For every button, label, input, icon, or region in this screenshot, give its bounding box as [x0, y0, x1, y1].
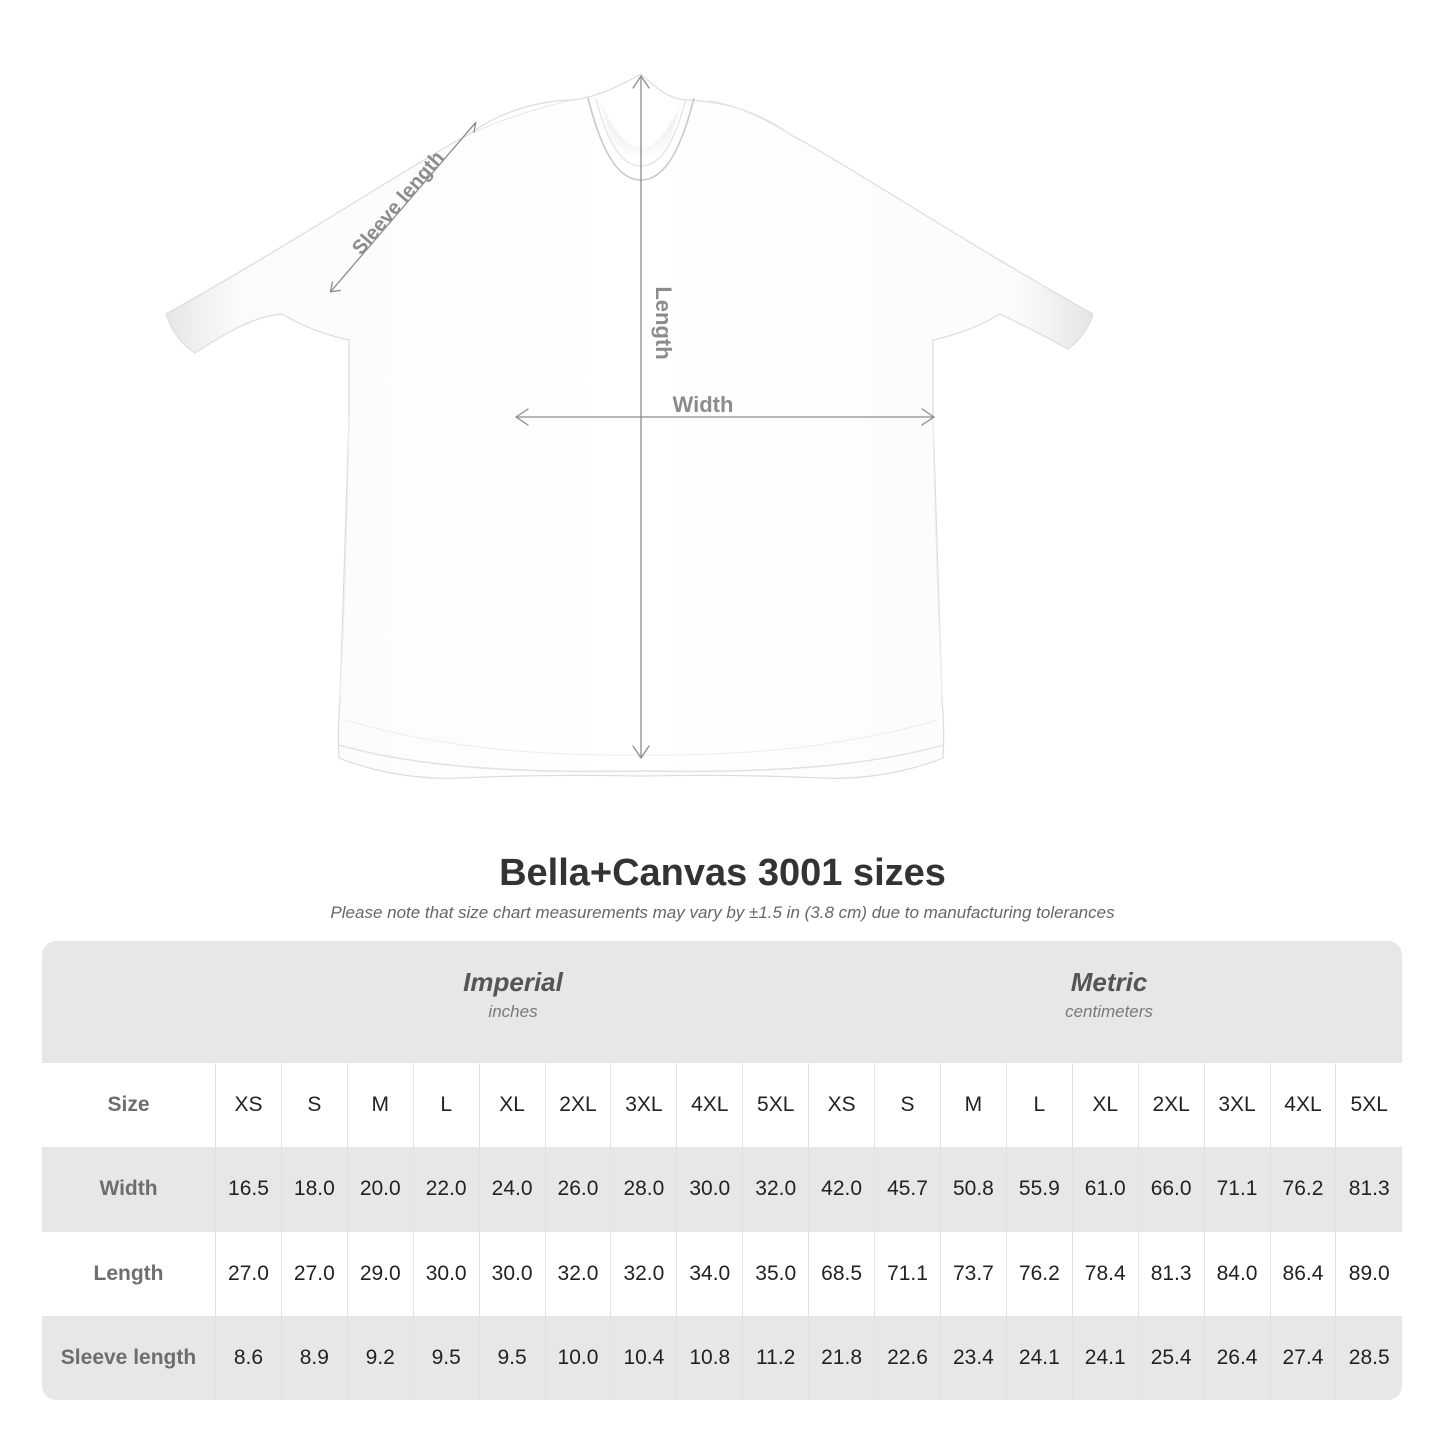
svg-text:Width: Width	[673, 392, 734, 417]
svg-text:Length: Length	[651, 286, 676, 359]
